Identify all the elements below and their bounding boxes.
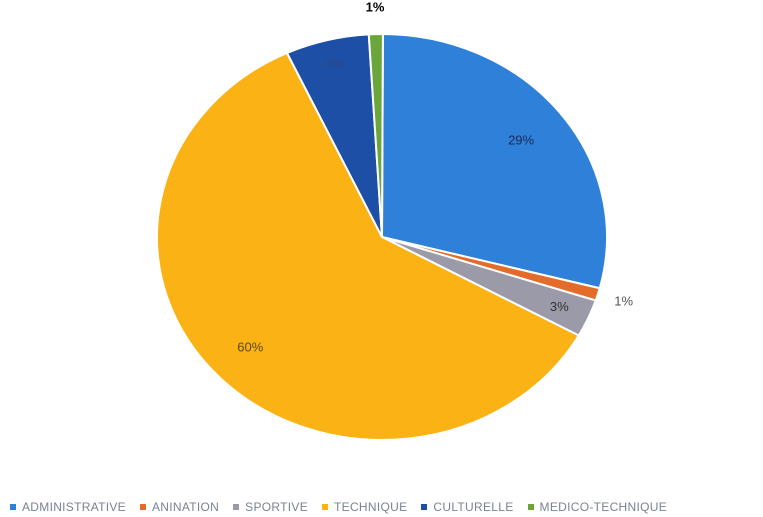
pie-slice-medico-technique (367, 32, 384, 238)
pie-label-administrative: 29% (508, 133, 534, 148)
legend-swatch (322, 504, 329, 510)
pie-label-technique: 60% (237, 340, 263, 355)
pie-chart: 29% 1% 3% 60% 6% 1% (156, 0, 634, 441)
pie-label-anination: 1% (614, 293, 633, 308)
pie-slice-administrative (380, 32, 608, 290)
legend-label: SPORTIVE (245, 500, 309, 514)
pie-slice-technique (156, 51, 581, 441)
legend-item-administrative: ADMINISTRATIVE (10, 500, 126, 514)
pie-label-culturelle: 6% (324, 56, 343, 71)
legend-label: ANINATION (152, 500, 220, 514)
legend-label: ADMINISTRATIVE (22, 500, 126, 514)
legend: ADMINISTRATIVE ANINATION SPORTIVE TECHNIQUE… (10, 498, 760, 516)
legend-swatch (10, 504, 16, 510)
legend-label: CULTURELLE (433, 500, 514, 514)
legend-swatch (140, 504, 146, 510)
pie-label-medico-technique: 1% (366, 0, 385, 15)
legend-item-culturelle: CULTURELLE (421, 500, 513, 514)
legend-item-technique: TECHNIQUE (322, 500, 407, 514)
legend-swatch (233, 504, 240, 510)
legend-label: TECHNIQUE (334, 500, 408, 514)
legend-swatch (421, 504, 428, 510)
legend-item-anination: ANINATION (140, 500, 219, 514)
legend-swatch (527, 504, 534, 510)
legend-item-medico-technique: MEDICO-TECHNIQUE (527, 500, 668, 514)
legend-item-sportive: SPORTIVE (233, 500, 308, 514)
legend-label: MEDICO-TECHNIQUE (539, 500, 668, 514)
pie-label-sportive: 3% (550, 299, 569, 314)
